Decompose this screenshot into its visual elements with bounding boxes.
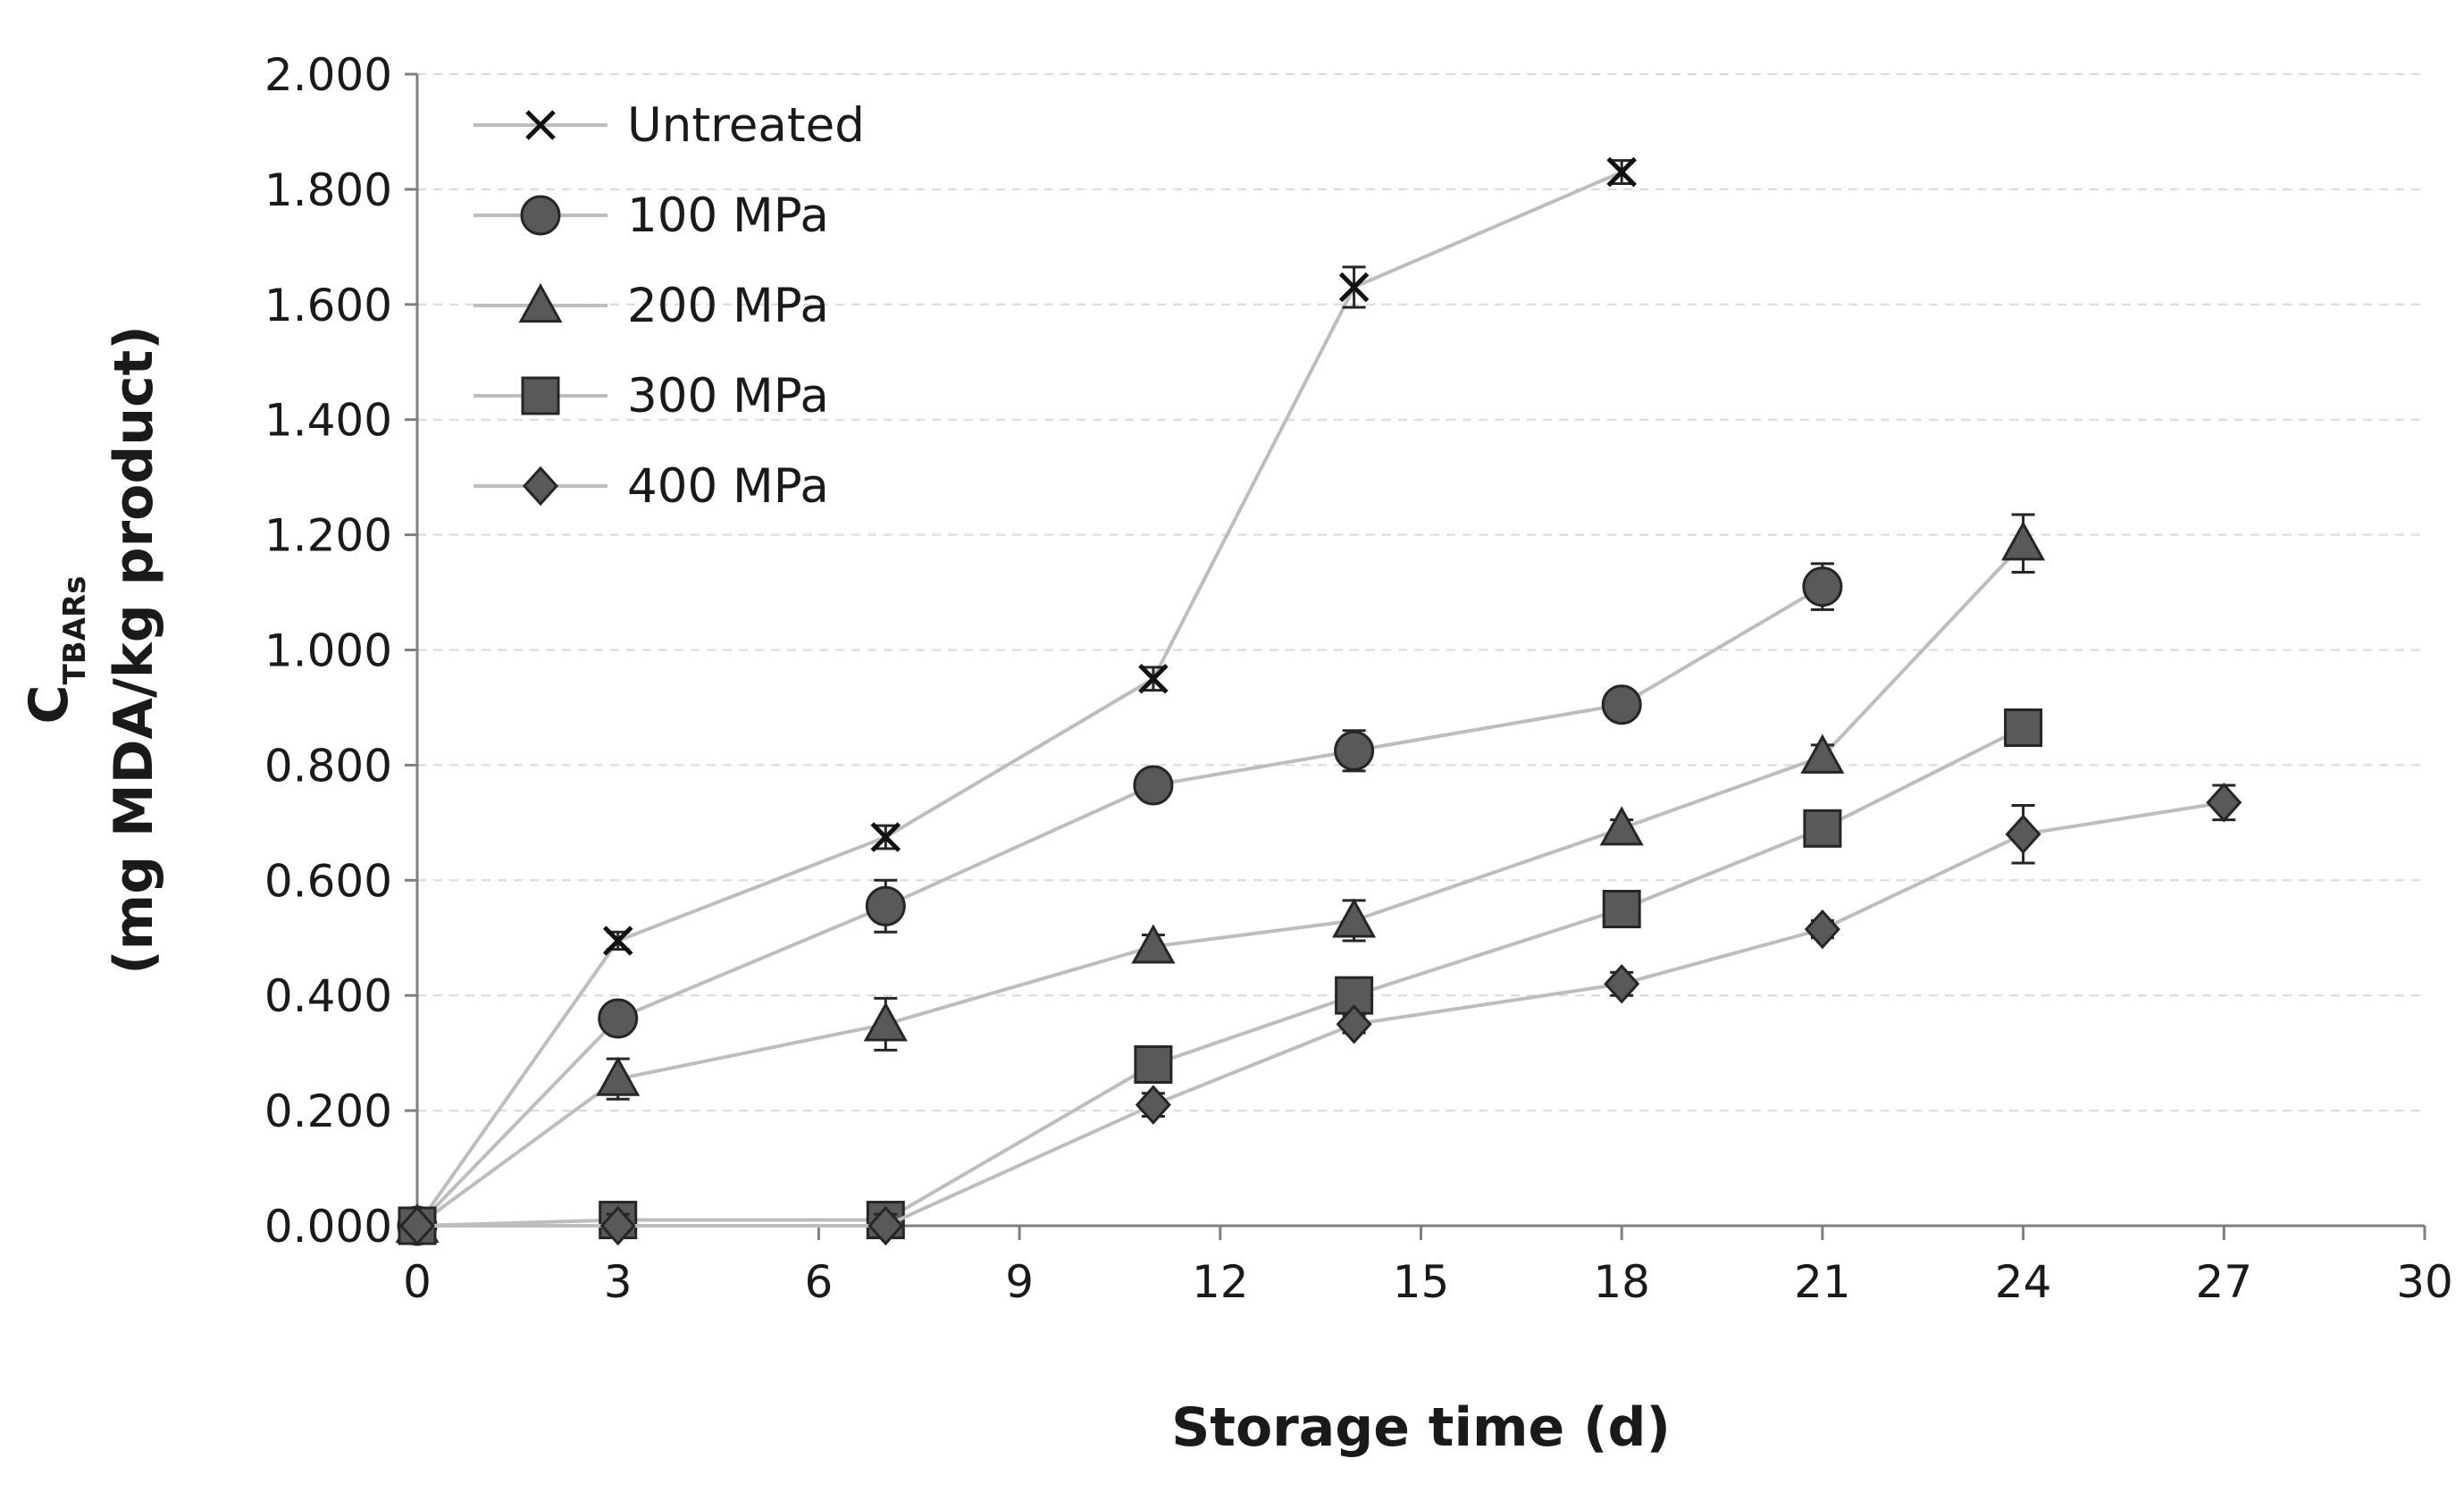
legend-item-0: Untreated xyxy=(474,98,865,153)
series-line-3 xyxy=(416,725,2024,1228)
series-4 xyxy=(398,783,2242,1246)
series-3 xyxy=(398,708,2043,1245)
data-point-4-5 xyxy=(1604,964,1640,1004)
legend-item-3: 300 MPa xyxy=(474,369,829,423)
series xyxy=(395,156,2242,1246)
legend-marker-0 xyxy=(525,110,556,140)
y-tick-label-7: 1.400 xyxy=(264,395,392,447)
y-tick-label-1: 0.200 xyxy=(264,1085,392,1137)
data-point-4-8 xyxy=(2206,783,2242,823)
legend-item-1: 100 MPa xyxy=(474,189,829,243)
series-line-4 xyxy=(417,800,2225,1228)
y-tick-label-4: 0.800 xyxy=(264,740,392,792)
data-point-2-3 xyxy=(1131,924,1176,964)
y-axis-title: CTBARs (mg MDA/kg product) xyxy=(18,325,165,974)
x-tick-label-3: 9 xyxy=(1005,1256,1034,1308)
series-2 xyxy=(395,513,2046,1244)
data-point-1-1 xyxy=(598,998,639,1039)
x-tick-label-7: 21 xyxy=(1794,1256,1851,1308)
x-axis-title: Storage time (d) xyxy=(1171,1396,1671,1459)
y-tick-label-3: 0.600 xyxy=(264,855,392,907)
data-point-0-1 xyxy=(602,926,633,956)
data-point-1-3 xyxy=(1133,765,1174,806)
data-point-2-6 xyxy=(1800,733,1845,774)
data-point-3-6 xyxy=(1803,809,1842,848)
legend-item-4: 400 MPa xyxy=(474,459,829,514)
legend-label-3: 300 MPa xyxy=(627,369,829,423)
legend-marker-4 xyxy=(522,465,559,507)
legend-label-2: 200 MPa xyxy=(627,279,829,333)
x-tick-label-9: 27 xyxy=(2195,1256,2252,1308)
x-tick-label-6: 18 xyxy=(1593,1256,1650,1308)
y-tick-label-8: 1.600 xyxy=(264,280,392,331)
data-point-4-4 xyxy=(1336,1004,1372,1044)
svg-text:CTBARs: CTBARs xyxy=(18,576,93,725)
x-tick-label-4: 12 xyxy=(1192,1256,1249,1308)
gridlines xyxy=(417,73,2425,1112)
data-point-3-5 xyxy=(1602,890,1641,929)
legend-label-0: Untreated xyxy=(627,98,865,153)
legend-marker-1 xyxy=(520,195,561,236)
data-point-2-2 xyxy=(863,1002,908,1042)
legend-item-2: 200 MPa xyxy=(474,279,829,333)
data-point-0-5 xyxy=(1606,156,1637,188)
y-axis-title-units: (mg MDA/kg product) xyxy=(103,325,165,974)
data-point-0-2 xyxy=(870,822,901,852)
legend-label-1: 100 MPa xyxy=(627,189,829,243)
data-point-4-2 xyxy=(867,1205,904,1246)
y-tick-label-9: 1.800 xyxy=(264,164,392,216)
data-point-1-2 xyxy=(865,885,906,926)
series-0 xyxy=(402,156,1637,1241)
legend-marker-2 xyxy=(518,282,563,323)
x-tick-label-1: 3 xyxy=(604,1256,633,1308)
data-point-1-4 xyxy=(1334,730,1375,771)
x-tick-label-8: 24 xyxy=(1995,1256,2052,1308)
y-tick-label-6: 1.200 xyxy=(264,510,392,562)
data-point-3-3 xyxy=(1134,1045,1173,1085)
data-point-4-1 xyxy=(599,1205,636,1246)
data-point-0-3 xyxy=(1138,663,1169,694)
x-tick-label-2: 6 xyxy=(804,1256,833,1308)
data-point-2-4 xyxy=(1332,898,1377,938)
data-point-0-4 xyxy=(1338,272,1370,303)
y-tick-label-10: 2.000 xyxy=(264,49,392,101)
data-point-2-1 xyxy=(596,1056,641,1096)
legend-label-4: 400 MPa xyxy=(627,459,829,514)
legend-marker-3 xyxy=(521,376,560,415)
data-point-4-6 xyxy=(1804,909,1840,950)
data-point-3-7 xyxy=(2004,708,2043,748)
y-tick-label-0: 0.000 xyxy=(264,1201,392,1253)
data-point-4-3 xyxy=(1135,1085,1171,1125)
y-axis-title-symbol: C xyxy=(18,684,80,724)
y-axis-title-subscript: TBARs xyxy=(57,576,93,685)
x-tick-label-5: 15 xyxy=(1393,1256,1450,1308)
series-line-2 xyxy=(415,541,2025,1228)
data-point-4-0 xyxy=(398,1205,436,1246)
data-point-1-6 xyxy=(1802,566,1843,608)
axes: 0.000 0.200 0.400 0.600 0.800 1.000 1.200 1.400… xyxy=(264,49,2453,1308)
x-tick-label-10: 30 xyxy=(2396,1256,2453,1308)
y-tick-label-5: 1.000 xyxy=(264,625,392,677)
data-point-2-7 xyxy=(2001,521,2046,561)
data-point-2-5 xyxy=(1599,806,1644,846)
legend: Untreated 100 MPa 200 MPa 300 MPa 400 MPa xyxy=(474,98,865,514)
data-point-4-7 xyxy=(2005,814,2041,854)
y-tick-label-2: 0.400 xyxy=(264,970,392,1022)
x-tick-label-0: 0 xyxy=(403,1256,432,1308)
series-line-0 xyxy=(415,170,1622,1228)
data-point-1-5 xyxy=(1601,684,1642,725)
